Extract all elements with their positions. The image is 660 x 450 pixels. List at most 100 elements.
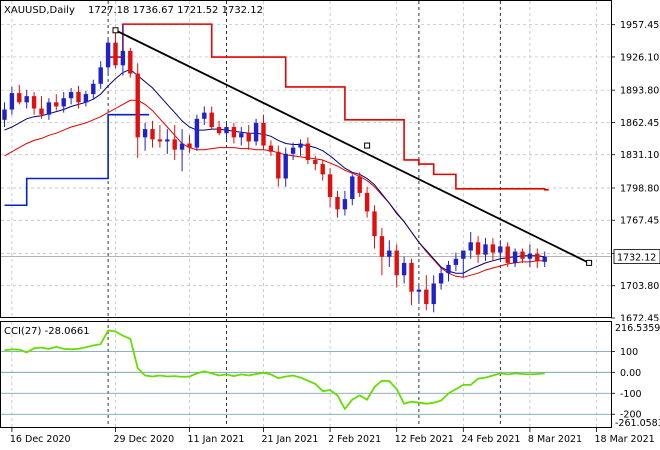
candle-body bbox=[424, 289, 429, 305]
trendline bbox=[115, 29, 590, 264]
candle-body bbox=[475, 242, 481, 255]
cci-tick-label: 100 bbox=[620, 347, 638, 358]
candle-body bbox=[520, 251, 525, 259]
candle-body bbox=[46, 102, 52, 115]
candle-body bbox=[335, 197, 340, 210]
candle-body bbox=[416, 289, 422, 292]
candle-body bbox=[135, 73, 140, 138]
candle-body bbox=[128, 50, 133, 74]
cci-line bbox=[4, 329, 545, 411]
candle-body bbox=[505, 246, 510, 263]
cci-pane[interactable] bbox=[4, 329, 545, 411]
cci-pane-frame bbox=[0, 321, 612, 428]
candle-body bbox=[268, 145, 274, 152]
candle-body bbox=[113, 42, 118, 66]
candle-body bbox=[461, 250, 466, 259]
price-tick-label: 1862.45 bbox=[620, 118, 659, 129]
candle-body bbox=[224, 127, 229, 134]
candle-body bbox=[105, 42, 111, 68]
price-tick-label: 1703.80 bbox=[620, 281, 659, 292]
candle-body bbox=[298, 143, 303, 148]
time-tick-label: 18 Mar 2021 bbox=[595, 434, 655, 445]
price-tick-label: 1893.80 bbox=[620, 86, 659, 97]
candle-body bbox=[68, 92, 74, 99]
candle-body bbox=[179, 143, 185, 150]
candle-body bbox=[290, 147, 296, 154]
candle-body bbox=[276, 151, 281, 179]
cci-tick-label: -100 bbox=[620, 389, 642, 400]
time-axis: 16 Dec 2020 29 Dec 2020 11 Jan 2021 21 Jan … bbox=[10, 428, 655, 445]
time-tick-label: 16 Dec 2020 bbox=[10, 434, 71, 445]
candle-body bbox=[61, 98, 66, 107]
channel-lower-line bbox=[4, 113, 150, 207]
candle-body bbox=[498, 246, 503, 253]
time-tick-label: 8 Mar 2021 bbox=[528, 434, 582, 445]
ma-slow-line bbox=[4, 99, 545, 278]
candle-body bbox=[194, 118, 200, 148]
candle-body bbox=[372, 211, 377, 237]
price-tick-label: 1798.80 bbox=[620, 183, 659, 194]
trendline-handle bbox=[364, 142, 371, 149]
candle-body bbox=[17, 93, 22, 103]
candle-body bbox=[446, 264, 451, 274]
cci-lower-label: -261.0583 bbox=[615, 418, 660, 429]
candle-body bbox=[2, 109, 7, 120]
cci-axis: 100 0.00 -100 -200 bbox=[611, 347, 642, 421]
candle-body bbox=[483, 244, 488, 255]
price-pane-frame bbox=[0, 0, 612, 318]
candle-body bbox=[379, 236, 385, 257]
candle-body bbox=[342, 199, 348, 210]
candle-body bbox=[364, 192, 370, 212]
candle-body bbox=[246, 133, 251, 142]
candle-body bbox=[431, 283, 436, 305]
candle-body bbox=[24, 96, 29, 103]
channel-upper-line bbox=[108, 23, 549, 191]
candle-body bbox=[91, 83, 96, 95]
candle-body bbox=[54, 102, 59, 107]
candle-body bbox=[142, 129, 148, 138]
candle-body bbox=[31, 96, 37, 109]
candle-body bbox=[320, 164, 325, 175]
time-tick-label: 21 Jan 2021 bbox=[262, 434, 319, 445]
candle-body bbox=[231, 127, 237, 138]
time-tick-label: 24 Feb 2021 bbox=[461, 434, 520, 445]
cci-tick-label: -200 bbox=[620, 410, 642, 421]
candle-body bbox=[490, 244, 496, 253]
candle-body bbox=[83, 94, 89, 103]
candle-body bbox=[120, 50, 126, 66]
trendline-handle bbox=[586, 259, 593, 266]
price-pane[interactable] bbox=[2, 23, 593, 313]
candle-body bbox=[98, 67, 103, 84]
current-price-label: 1732.12 bbox=[617, 253, 656, 264]
candle-body bbox=[327, 174, 333, 198]
candle-body bbox=[313, 159, 318, 165]
candle-body bbox=[150, 129, 155, 140]
price-tick-label: 1672.45 bbox=[620, 314, 659, 325]
candle-body bbox=[9, 93, 15, 110]
candle-body bbox=[401, 262, 407, 276]
cci-upper-tag bbox=[614, 321, 660, 334]
time-tick-label: 12 Feb 2021 bbox=[395, 434, 454, 445]
candle-body bbox=[468, 242, 473, 251]
time-tick-label: 11 Jan 2021 bbox=[188, 434, 245, 445]
candle-body bbox=[542, 256, 547, 262]
candle-body bbox=[76, 92, 81, 103]
candle-body bbox=[216, 127, 222, 134]
candle-body bbox=[172, 139, 177, 150]
ohlc-readout: 1727.18 1736.67 1721.52 1732.12 bbox=[88, 5, 263, 16]
candle-body bbox=[253, 122, 259, 142]
candle-body bbox=[357, 176, 362, 193]
candle-body bbox=[283, 153, 288, 179]
ma-fast-line bbox=[4, 68, 545, 274]
price-tick-label: 1926.10 bbox=[620, 52, 659, 63]
current-price-tag bbox=[613, 249, 660, 264]
candle-body bbox=[535, 253, 540, 261]
candle-body bbox=[409, 262, 414, 292]
candle-body bbox=[209, 112, 214, 128]
candle-body bbox=[512, 251, 518, 263]
cci-upper-label: 216.5359 bbox=[615, 323, 660, 334]
symbol-label: XAUUSD,Daily bbox=[4, 5, 75, 16]
trendline-handle bbox=[112, 27, 119, 34]
candle-body bbox=[394, 250, 399, 276]
